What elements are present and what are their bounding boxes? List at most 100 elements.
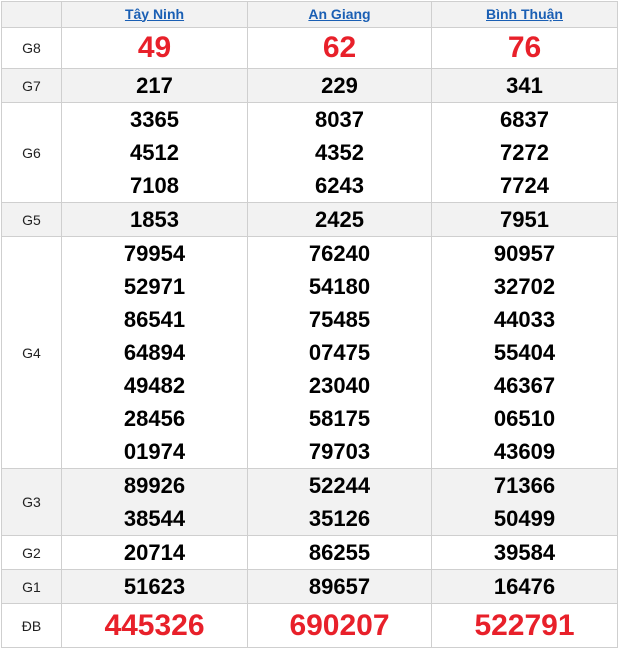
prize-label: G3 <box>1 468 62 536</box>
prize-row-g1: G1 51623 89657 16476 <box>1 569 618 604</box>
prize-row-g2: G2 20714 86255 39584 <box>1 535 618 570</box>
winning-number: 1853 <box>130 207 179 232</box>
results-body: G8 49 62 76 G7 217 229 341 G6 3365 4512 7108 8037 435… <box>1 27 618 648</box>
winning-number: 6243 <box>315 173 364 198</box>
result-cell: 445326 <box>61 603 248 648</box>
winning-number: 7724 <box>500 173 549 198</box>
winning-number: 89926 <box>123 473 186 498</box>
winning-number: 43609 <box>493 439 556 464</box>
winning-number: 44033 <box>493 307 556 332</box>
winning-number: 55404 <box>493 340 556 365</box>
winning-number: 341 <box>506 73 543 98</box>
winning-number: 16476 <box>493 574 556 599</box>
winning-number: 217 <box>136 73 173 98</box>
winning-number: 7272 <box>500 140 549 165</box>
province-link-an-giang[interactable]: An Giang <box>308 5 371 22</box>
winning-number: 2425 <box>315 207 364 232</box>
result-cell: 39584 <box>431 535 618 570</box>
winning-number: 52971 <box>123 274 186 299</box>
winning-number: 23040 <box>308 373 371 398</box>
winning-number: 8037 <box>315 107 364 132</box>
winning-number: 39584 <box>493 540 556 565</box>
winning-number: 690207 <box>289 608 390 642</box>
prize-label: G6 <box>1 102 62 203</box>
prize-label: G2 <box>1 535 62 570</box>
prize-row-g5: G5 1853 2425 7951 <box>1 202 618 237</box>
result-cell: 71366 50499 <box>431 468 618 536</box>
province-header: Tây Ninh <box>61 1 248 28</box>
winning-number: 86541 <box>123 307 186 332</box>
result-cell: 52244 35126 <box>247 468 432 536</box>
winning-number: 7108 <box>130 173 179 198</box>
winning-number: 35126 <box>308 506 371 531</box>
result-cell: 2425 <box>247 202 432 237</box>
result-cell: 229 <box>247 68 432 103</box>
winning-number: 07475 <box>308 340 371 365</box>
result-cell: 76240 54180 75485 07475 23040 58175 79703 <box>247 236 432 469</box>
result-cell: 90957 32702 44033 55404 46367 06510 43609 <box>431 236 618 469</box>
winning-number: 522791 <box>474 608 575 642</box>
winning-number: 71366 <box>493 473 556 498</box>
winning-number: 50499 <box>493 506 556 531</box>
winning-number: 58175 <box>308 406 371 431</box>
result-cell: 1853 <box>61 202 248 237</box>
province-header: Bình Thuận <box>431 1 618 28</box>
winning-number: 38544 <box>123 506 186 531</box>
prize-row-g3: G3 89926 38544 52244 35126 71366 50499 <box>1 468 618 536</box>
winning-number: 79703 <box>308 439 371 464</box>
winning-number: 20714 <box>123 540 186 565</box>
result-cell: 8037 4352 6243 <box>247 102 432 203</box>
result-cell: 89926 38544 <box>61 468 248 536</box>
corner-cell <box>1 1 62 28</box>
winning-number: 89657 <box>308 574 371 599</box>
winning-number: 86255 <box>308 540 371 565</box>
result-cell: 79954 52971 86541 64894 49482 28456 01974 <box>61 236 248 469</box>
prize-row-g8: G8 49 62 76 <box>1 27 618 69</box>
result-cell: 16476 <box>431 569 618 604</box>
winning-number: 06510 <box>493 406 556 431</box>
result-cell: 3365 4512 7108 <box>61 102 248 203</box>
winning-number: 3365 <box>130 107 179 132</box>
header-row: Tây Ninh An Giang Bình Thuận <box>1 1 618 28</box>
prize-label: G5 <box>1 202 62 237</box>
winning-number: 7951 <box>500 207 549 232</box>
province-link-binh-thuan[interactable]: Bình Thuận <box>486 5 563 22</box>
winning-number: 445326 <box>104 608 205 642</box>
winning-number: 79954 <box>123 241 186 266</box>
result-cell: 89657 <box>247 569 432 604</box>
winning-number: 4352 <box>315 140 364 165</box>
prize-row-g7: G7 217 229 341 <box>1 68 618 103</box>
prize-label: ĐB <box>1 603 62 648</box>
province-link-tay-ninh[interactable]: Tây Ninh <box>124 5 185 22</box>
winning-number: 90957 <box>493 241 556 266</box>
prize-row-g4: G4 79954 52971 86541 64894 49482 28456 01974 762… <box>1 236 618 469</box>
result-cell: 6837 7272 7724 <box>431 102 618 203</box>
winning-number: 49482 <box>123 373 186 398</box>
result-cell: 341 <box>431 68 618 103</box>
winning-number: 54180 <box>308 274 371 299</box>
result-cell: 20714 <box>61 535 248 570</box>
winning-number: 28456 <box>123 406 186 431</box>
prize-label: G8 <box>1 27 62 69</box>
prize-label: G1 <box>1 569 62 604</box>
result-cell: 522791 <box>431 603 618 648</box>
winning-number: 46367 <box>493 373 556 398</box>
winning-number: 01974 <box>123 439 186 464</box>
winning-number: 76 <box>507 31 542 64</box>
winning-number: 4512 <box>130 140 179 165</box>
winning-number: 64894 <box>123 340 186 365</box>
prize-row-g6: G6 3365 4512 7108 8037 4352 6243 6837 7272 7724 <box>1 102 618 203</box>
result-cell: 51623 <box>61 569 248 604</box>
winning-number: 76240 <box>308 241 371 266</box>
winning-number: 229 <box>321 73 358 98</box>
winning-number: 32702 <box>493 274 556 299</box>
result-cell: 76 <box>431 27 618 69</box>
result-cell: 49 <box>61 27 248 69</box>
result-cell: 86255 <box>247 535 432 570</box>
prize-label: G7 <box>1 68 62 103</box>
prize-row-đb: ĐB 445326 690207 522791 <box>1 603 618 648</box>
result-cell: 690207 <box>247 603 432 648</box>
winning-number: 75485 <box>308 307 371 332</box>
result-cell: 7951 <box>431 202 618 237</box>
